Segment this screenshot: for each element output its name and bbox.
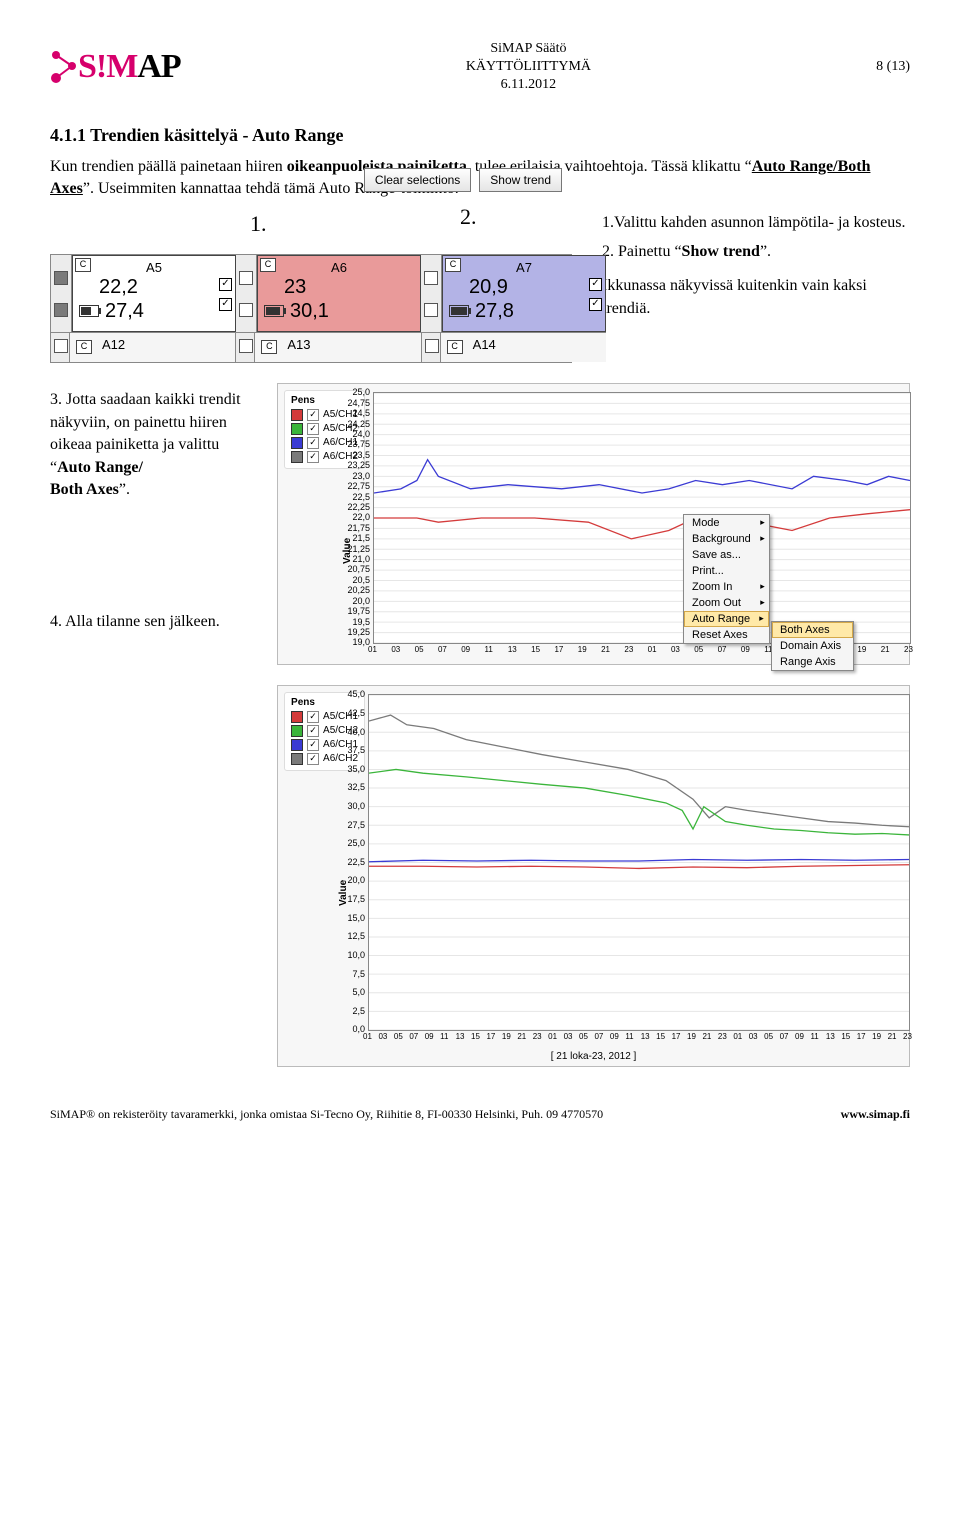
card-label: A6 [264,260,414,275]
selector-square[interactable] [424,271,438,285]
sensor-panel: C A5 ✓ ✓ 22,2 27,4 C A6 23 [50,254,572,363]
mini-card-a12[interactable]: CA12 [70,333,236,362]
menu-item[interactable]: Print... [684,563,769,579]
mini-label: A14 [473,337,496,352]
annotation-1: 1. [250,211,267,237]
mini-label: A12 [102,337,125,352]
footer-left: SiMAP® on rekisteröity tavaramerkki, jon… [50,1107,603,1122]
checkbox[interactable]: ✓ [219,298,232,311]
logo-text-right: AP [137,48,180,86]
card-c-button[interactable]: C [260,258,276,272]
mini-card-a14[interactable]: CA14 [441,333,606,362]
step-4: 4. Alla tilanne sen jälkeen. [50,611,257,633]
note-1: 1.Valittu kahden asunnon lämpötila- ja k… [602,212,910,234]
selector-square[interactable] [54,303,68,317]
card-value-1: 20,9 [469,275,599,299]
submenu[interactable]: Both AxesDomain AxisRange Axis [771,621,854,671]
selector-square[interactable] [239,339,253,353]
menu-item[interactable]: Reset Axes [684,627,769,643]
selector-square[interactable] [54,271,68,285]
page-header: S!MAP SiMAP Säätö KÄYTTÖLIITTYMÄ 6.11.20… [50,40,910,95]
trend-chart-2: Pens✓A5/CH1✓A5/CH2✓A6/CH1✓A6/CH2 Value 0… [277,685,910,1067]
show-trend-button[interactable]: Show trend [479,168,562,192]
menu-item[interactable]: Zoom In [684,579,769,595]
checkbox[interactable]: ✓ [589,278,602,291]
page-number: 8 (13) [876,59,910,75]
menu-item[interactable]: Background [684,531,769,547]
card-a5[interactable]: C A5 ✓ ✓ 22,2 27,4 [72,255,236,332]
section-heading: 4.1.1 Trendien käsittelyä - Auto Range [50,125,910,146]
trend-chart-1: Pens✓A5/CH1✓A5/CH2✓A6/CH1✓A6/CH2 Value 1… [277,383,910,665]
checkbox[interactable]: ✓ [219,278,232,291]
selector-square[interactable] [239,271,253,285]
selector-square[interactable] [425,339,439,353]
menu-item[interactable]: Mode [684,515,769,531]
doc-subtitle: KÄYTTÖLIITTYMÄ [466,58,591,76]
logo-nodes-icon [50,50,78,84]
context-menu[interactable]: ModeBackgroundSave as...Print...Zoom InZ… [683,514,770,644]
clear-selections-button[interactable]: Clear selections [364,168,471,192]
card-value-2: 30,1 [290,300,329,322]
menu-item[interactable]: Zoom Out [684,595,769,611]
doc-title: SiMAP Säätö [466,40,591,58]
battery-icon [79,305,99,317]
plot-area[interactable]: 0,02,55,07,510,012,515,017,520,022,525,0… [368,694,910,1031]
annotation-2: 2. [460,204,477,230]
card-a7[interactable]: C A7 ✓ ✓ 20,9 27,8 [442,255,606,332]
x-axis-label: [ 21 loka-23, 2012 ] [278,1051,909,1062]
selector-square[interactable] [54,339,68,353]
page-footer: SiMAP® on rekisteröity tavaramerkki, jon… [50,1107,910,1122]
logo: S!MAP [50,48,181,86]
doc-date: 6.11.2012 [466,76,591,94]
card-c-button[interactable]: C [445,258,461,272]
submenu-item[interactable]: Range Axis [772,654,853,670]
note-3: Ikkunassa näkyvissä kuitenkin vain kaksi… [602,275,910,320]
selector-square[interactable] [239,303,253,317]
mini-card-a13[interactable]: CA13 [255,333,421,362]
selector-square[interactable] [424,303,438,317]
menu-item[interactable]: Auto Range [684,611,769,627]
card-value-1: 23 [284,275,414,299]
card-label: A5 [79,260,229,275]
submenu-item[interactable]: Domain Axis [772,638,853,654]
footer-right: www.simap.fi [841,1107,910,1122]
checkbox[interactable]: ✓ [589,298,602,311]
card-value-2: 27,8 [475,300,514,322]
card-value-1: 22,2 [99,275,229,299]
header-center: SiMAP Säätö KÄYTTÖLIITTYMÄ 6.11.2012 [466,40,591,95]
logo-text-left: S!M [78,48,137,86]
plot-area[interactable]: 19,019,2519,519,7520,020,2520,520,7521,0… [373,392,911,644]
mini-label: A13 [287,337,310,352]
card-a6[interactable]: C A6 23 30,1 [257,255,421,332]
submenu-item[interactable]: Both Axes [772,622,853,638]
card-c-button[interactable]: C [75,258,91,272]
card-value-2: 27,4 [105,300,144,322]
menu-item[interactable]: Save as... [684,547,769,563]
card-label: A7 [449,260,599,275]
battery-icon [264,305,284,317]
battery-icon [449,305,469,317]
step-3: 3. Jotta saadaan kaikki trendit näkyviin… [50,389,257,501]
note-2: 2. Painettu “Show trend”. [602,241,910,263]
